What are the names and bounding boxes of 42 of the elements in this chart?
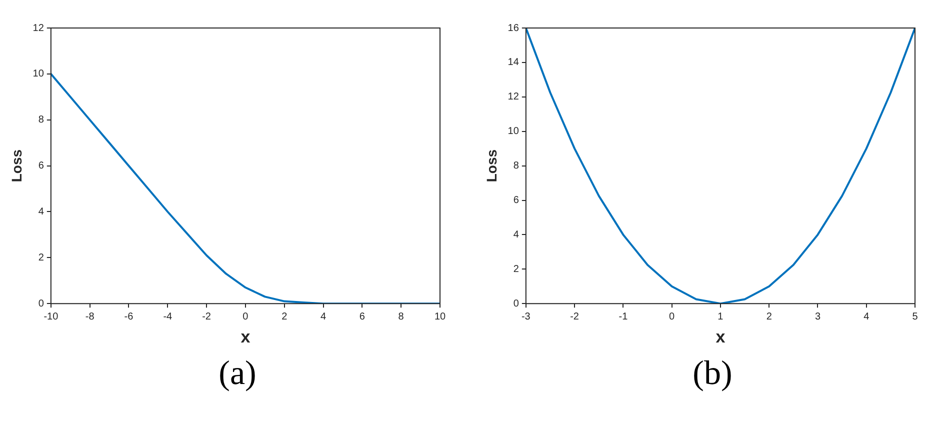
y-tick-label: 6 <box>513 195 520 206</box>
x-tick-label: 1 <box>718 311 724 322</box>
y-tick-label: 10 <box>32 68 44 80</box>
x-tick-label: -3 <box>521 311 531 322</box>
x-tick-label: 6 <box>359 311 366 322</box>
x-tick-label: -10 <box>44 311 59 322</box>
x-tick-label: 0 <box>669 311 676 322</box>
x-axis-title: x <box>716 327 726 346</box>
y-tick-label: 12 <box>32 22 44 34</box>
x-tick-label: 5 <box>912 311 918 322</box>
x-tick-label: 4 <box>320 311 326 322</box>
y-tick-label: 6 <box>38 160 44 172</box>
y-tick-label: 12 <box>508 92 520 103</box>
y-tick-label: 4 <box>513 229 520 240</box>
y-axis-title: Loss <box>8 149 24 182</box>
text: (a) <box>218 355 258 393</box>
x-tick-label: 10 <box>434 311 446 322</box>
y-tick-label: 2 <box>38 252 44 264</box>
x-tick-label: -2 <box>202 311 212 322</box>
x-tick-label: 0 <box>242 311 249 322</box>
x-tick-label: -6 <box>124 311 134 322</box>
y-tick-label: 10 <box>508 126 520 138</box>
y-tick-label: 0 <box>38 298 44 310</box>
y-tick-label: 8 <box>513 160 520 172</box>
y-tick-label: 4 <box>38 206 44 218</box>
x-tick-label: -4 <box>163 311 173 322</box>
text: (b) <box>692 355 734 393</box>
x-tick-label: 4 <box>864 311 870 322</box>
x-axis-title: x <box>240 327 251 346</box>
x-tick-label: -2 <box>570 311 580 322</box>
y-tick-label: 16 <box>508 22 520 34</box>
y-tick-label: 2 <box>513 264 520 275</box>
x-tick-label: 2 <box>766 311 772 322</box>
x-tick-label: -8 <box>85 311 95 322</box>
y-tick-label: 8 <box>38 114 44 126</box>
x-tick-label: 3 <box>814 311 821 322</box>
x-tick-label: -1 <box>618 311 628 322</box>
x-tick-label: 8 <box>398 311 404 322</box>
y-axis-title: Loss <box>483 149 500 182</box>
x-tick-label: 2 <box>282 311 288 322</box>
y-tick-label: 0 <box>513 298 520 310</box>
y-tick-label: 14 <box>508 57 520 68</box>
